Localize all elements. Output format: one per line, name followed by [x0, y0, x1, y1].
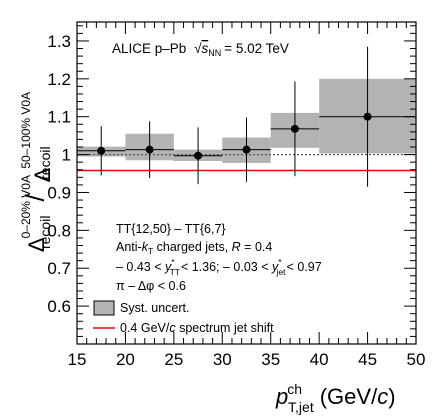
legend-syst-swatch — [93, 300, 115, 316]
x-tick-label: 45 — [358, 350, 377, 369]
x-axis-label: pch T,jet (GeV/c) — [275, 381, 396, 415]
data-points — [77, 46, 416, 187]
x-tick-label: 15 — [68, 350, 87, 369]
x-tick-label: 20 — [116, 350, 135, 369]
collision-system-label: ALICE p–Pb √sNN = 5.02 TeV — [112, 41, 289, 58]
jet-algorithm-label: Anti-kT charged jets, R = 0.4 — [116, 240, 272, 256]
y-tick-label: 1.3 — [47, 32, 71, 51]
y-tick-label: 1.1 — [47, 108, 71, 127]
x-tick-label: 30 — [213, 350, 232, 369]
trigger-track-label: TT{12,50} – TT{6,7} — [116, 222, 226, 236]
x-tick-label: 40 — [310, 350, 329, 369]
y-tick-label: 0.6 — [47, 297, 71, 316]
rapidity-selection-label: – 0.43 < y* TT< 1.36; – 0.03 < y* jet< 0.9… — [116, 257, 322, 277]
legend: Syst. uncert. 0.4 GeV/c spectrum jet shi… — [93, 300, 274, 335]
legend-shift-label: 0.4 GeV/c spectrum jet shift — [120, 321, 274, 335]
y-tick-label: 1.2 — [47, 70, 71, 89]
data-point-0 — [97, 146, 106, 155]
data-point-1 — [145, 145, 154, 154]
data-point-5 — [363, 112, 372, 121]
x-tick-label: 35 — [261, 350, 280, 369]
x-tick-label: 25 — [164, 350, 183, 369]
y-tick-label: 0.8 — [47, 221, 71, 240]
axis-ticks — [76, 22, 417, 345]
plot-area: 15 20 25 30 35 40 45 50 0.6 0.7 0.8 0.9 1 1.1 1.2 1.3 — [47, 21, 425, 369]
y-tick-label: 0.7 — [47, 259, 71, 278]
azimuthal-selection-label: π – Δφ < 0.6 — [116, 279, 186, 293]
data-point-3 — [242, 145, 251, 154]
tick-labels: 15 20 25 30 35 40 45 50 0.6 0.7 0.8 0.9 1 1.1 1.2 1.3 — [47, 32, 425, 369]
y-tick-label: 0.9 — [47, 183, 71, 202]
x-tick-label: 50 — [407, 350, 426, 369]
plot-frame — [76, 21, 417, 345]
y-axis-label: Δ0–20% V0A recoil/Δ50–100% V0A recoil — [19, 92, 55, 252]
legend-syst-label: Syst. uncert. — [120, 301, 189, 315]
data-point-2 — [194, 151, 203, 160]
data-point-4 — [290, 124, 299, 133]
y-tick-label: 1 — [62, 146, 71, 165]
